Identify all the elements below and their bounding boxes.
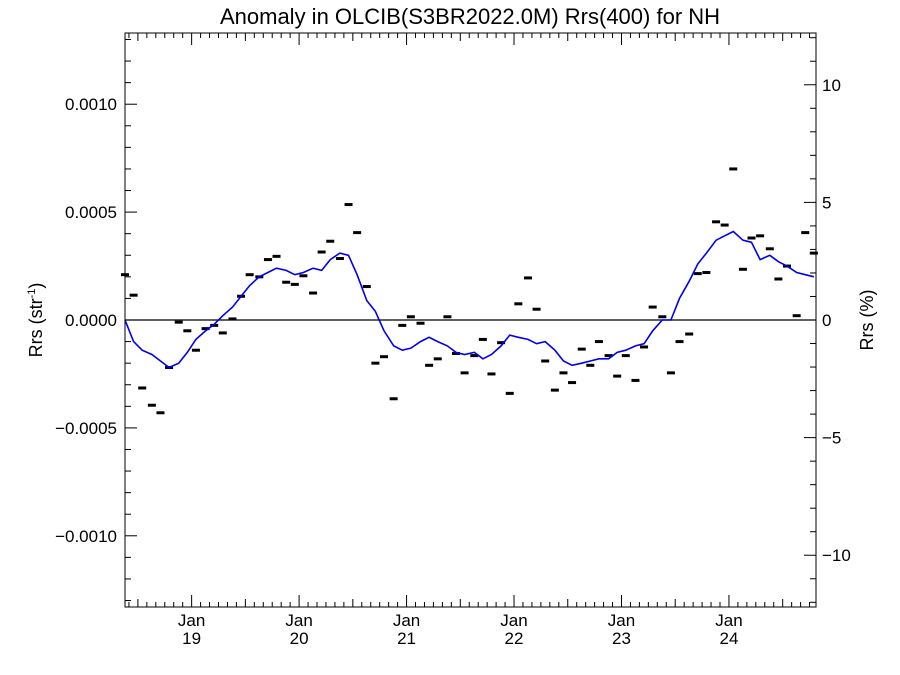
- x-tick-label-year: 22: [505, 629, 524, 648]
- y-tick-label: −0.0010: [55, 527, 117, 546]
- chart-title: Anomaly in OLCIB(S3BR2022.0M) Rrs(400) f…: [220, 4, 720, 29]
- x-tick-label-month: Jan: [608, 611, 635, 630]
- x-tick-label-month: Jan: [178, 611, 205, 630]
- y-axis-label-left: Rrs (str-1): [26, 283, 46, 358]
- y-right-tick-label: 0: [822, 311, 831, 330]
- smoothed-line: [124, 230, 815, 369]
- y-axis-label-right: Rrs (%): [857, 290, 877, 351]
- x-tick-label-year: 24: [719, 629, 738, 648]
- plot-frame: [124, 32, 817, 608]
- x-tick-label-month: Jan: [500, 611, 527, 630]
- y-right-tick-label: 5: [822, 193, 831, 212]
- x-tick-label-year: 23: [612, 629, 631, 648]
- y-right-tick-label: −5: [822, 429, 841, 448]
- x-tick-label-year: 20: [290, 629, 309, 648]
- y-tick-label: 0.0000: [65, 311, 117, 330]
- y-right-tick-label: −10: [822, 546, 851, 565]
- x-tick-label-month: Jan: [715, 611, 742, 630]
- y-tick-label: −0.0005: [55, 419, 117, 438]
- plot-area: [121, 167, 818, 415]
- y-tick-label: 0.0010: [65, 95, 117, 114]
- x-tick-label-year: 21: [397, 629, 416, 648]
- x-tick-label-year: 19: [182, 629, 201, 648]
- x-tick-label-month: Jan: [285, 611, 312, 630]
- y-tick-label: 0.0005: [65, 203, 117, 222]
- axes: 0.0010 0.0005 0.0000 −0.0005 −0.0010 10 5 0 −5 −1…: [55, 33, 851, 648]
- x-tick-label-month: Jan: [393, 611, 420, 630]
- y-right-tick-label: 10: [822, 76, 841, 95]
